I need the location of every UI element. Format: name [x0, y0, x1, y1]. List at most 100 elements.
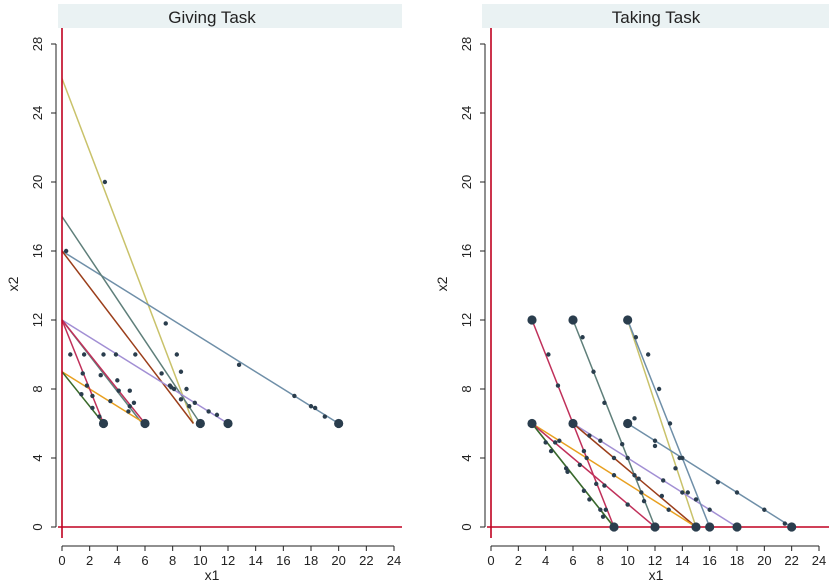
taking-task-series-2-point-4 — [620, 442, 625, 447]
giving-task-series-6-point-3 — [127, 388, 132, 393]
taking-task-y-tick-label-12: 12 — [459, 313, 474, 327]
giving-task-series-10-point-1 — [79, 391, 84, 397]
taking-task-series-11-point-3 — [673, 466, 678, 471]
taking-task-x-tick-label-10: 10 — [620, 553, 634, 568]
giving-task-endpoint-4 — [223, 418, 233, 429]
taking-task-series-line-1 — [626, 319, 697, 528]
giving-task-y-tick-label-24: 24 — [30, 106, 45, 120]
giving-task-series-2-point-4 — [312, 405, 318, 411]
giving-task-series-1-point-1 — [102, 179, 108, 185]
taking-task-series-11-point-1 — [632, 416, 637, 421]
giving-task-y-tick-label-20: 20 — [30, 175, 45, 189]
taking-task-series-2-point-6 — [641, 498, 647, 504]
giving-task-x-tick-label-18: 18 — [304, 553, 318, 568]
giving-task-x-tick-label-10: 10 — [193, 553, 207, 568]
giving-task-x-tick-label-4: 4 — [114, 553, 121, 568]
taking-task-series-1-point-4 — [667, 421, 673, 426]
giving-task-series-4-point-1 — [133, 352, 138, 357]
taking-task-series-4-point-5 — [762, 507, 767, 512]
taking-task-series-9-point-3 — [581, 488, 587, 493]
taking-task-series-6-point-4 — [659, 493, 665, 499]
taking-task-x-tick-label-8: 8 — [597, 553, 604, 568]
giving-task-series-2-point-1 — [236, 362, 242, 368]
giving-task-series-3-point-4 — [178, 397, 184, 402]
taking-task-series-3-point-1 — [546, 352, 551, 357]
giving-task-y-tick-label-4: 4 — [30, 454, 45, 461]
taking-task-series-9-point-1 — [543, 440, 548, 445]
taking-task-x-tick-label-16: 16 — [702, 553, 716, 568]
taking-task-series-5-point-5 — [707, 507, 712, 512]
taking-task-series-3-point-4 — [581, 448, 587, 454]
taking-task-endpoint-5 — [568, 418, 578, 429]
taking-task-x-tick-label-12: 12 — [648, 553, 662, 568]
taking-task-x-tick-label-24: 24 — [812, 553, 826, 568]
taking-task-x-tick-label-0: 0 — [487, 553, 494, 568]
giving-task-x-tick-label-20: 20 — [331, 553, 345, 568]
giving-task-series-2-point-3 — [308, 404, 314, 409]
taking-task-x-axis-title: x1 — [649, 567, 664, 583]
taking-task-x-tick-label-2: 2 — [515, 553, 522, 568]
giving-task-series-3-point-1 — [63, 248, 69, 254]
giving-task-x-axis-title: x1 — [205, 567, 220, 583]
taking-task-series-5-point-1 — [598, 438, 603, 443]
giving-task-series-9-point-3 — [90, 393, 95, 399]
taking-task-series-6-point-2 — [611, 455, 617, 461]
giving-task-series-line-8 — [61, 371, 146, 425]
giving-task-series-4-point-2 — [159, 371, 164, 376]
giving-task-series-10-point-2 — [90, 405, 95, 411]
taking-task-endpoint-10 — [705, 522, 715, 532]
taking-task-series-5-point-2 — [625, 455, 630, 461]
giving-task-endpoint-5 — [334, 418, 344, 429]
giving-task-series-9-point-1 — [68, 352, 73, 357]
taking-task-x-tick-label-4: 4 — [542, 553, 549, 568]
taking-task-x-tick-label-22: 22 — [784, 553, 798, 568]
taking-task-y-tick-label-16: 16 — [459, 244, 474, 258]
giving-task-series-5-point-4 — [214, 412, 220, 418]
taking-task-series-4-point-3 — [715, 479, 721, 485]
taking-task-series-8-point-2 — [577, 462, 583, 468]
taking-task-series-2-point-3 — [602, 400, 607, 405]
giving-task-series-1-point-2 — [163, 321, 168, 326]
taking-task-series-7-point-5 — [666, 507, 671, 512]
giving-task-endpoint-2 — [140, 418, 150, 429]
taking-task-series-10-point-4 — [600, 514, 606, 519]
taking-task-y-tick-label-24: 24 — [459, 106, 474, 120]
giving-task-series-line-1 — [61, 78, 195, 424]
taking-task-endpoint-3 — [623, 315, 633, 325]
taking-task-series-8-point-3 — [602, 483, 607, 488]
taking-task-series-4-point-2 — [680, 455, 685, 461]
taking-task-series-8-point-4 — [625, 502, 630, 507]
taking-task-series-1-point-3 — [656, 386, 662, 392]
taking-task-endpoint-6 — [623, 418, 633, 429]
giving-task-series-3-point-5 — [187, 404, 192, 409]
taking-task-series-7-point-1 — [557, 438, 562, 443]
giving-task-x-tick-label-8: 8 — [169, 553, 176, 568]
taking-task-x-tick-label-18: 18 — [730, 553, 744, 568]
taking-task-series-5-point-4 — [680, 490, 685, 495]
taking-task-y-tick-label-28: 28 — [459, 37, 474, 51]
taking-task-title: Taking Task — [612, 8, 701, 27]
taking-task-series-9-point-4 — [598, 507, 603, 512]
taking-task-series-2-point-5 — [632, 473, 637, 478]
taking-task-series-1-point-6 — [685, 490, 690, 495]
giving-task-series-8-point-1 — [84, 383, 90, 388]
taking-task-series-6-point-3 — [636, 476, 641, 481]
giving-task-series-7-point-4 — [127, 404, 132, 409]
taking-task-endpoint-2 — [568, 315, 578, 325]
giving-task-y-tick-label-8: 8 — [30, 385, 45, 392]
taking-task-series-5-point-3 — [661, 478, 666, 483]
taking-task-series-10-point-2 — [565, 469, 570, 474]
giving-task-title: Giving Task — [168, 8, 256, 27]
giving-task-x-tick-label-12: 12 — [221, 553, 235, 568]
taking-task-series-2-point-2 — [591, 369, 596, 374]
taking-task-series-line-8 — [531, 422, 656, 528]
giving-task-series-2-point-5 — [322, 414, 328, 419]
giving-task-y-tick-label-28: 28 — [30, 37, 45, 51]
giving-task-x-tick-label-22: 22 — [359, 553, 373, 568]
taking-task-x-tick-label-20: 20 — [757, 553, 771, 568]
taking-task-series-3-point-5 — [594, 481, 599, 487]
giving-task-x-tick-label-24: 24 — [387, 553, 401, 568]
giving-task-series-7-point-2 — [98, 373, 103, 378]
